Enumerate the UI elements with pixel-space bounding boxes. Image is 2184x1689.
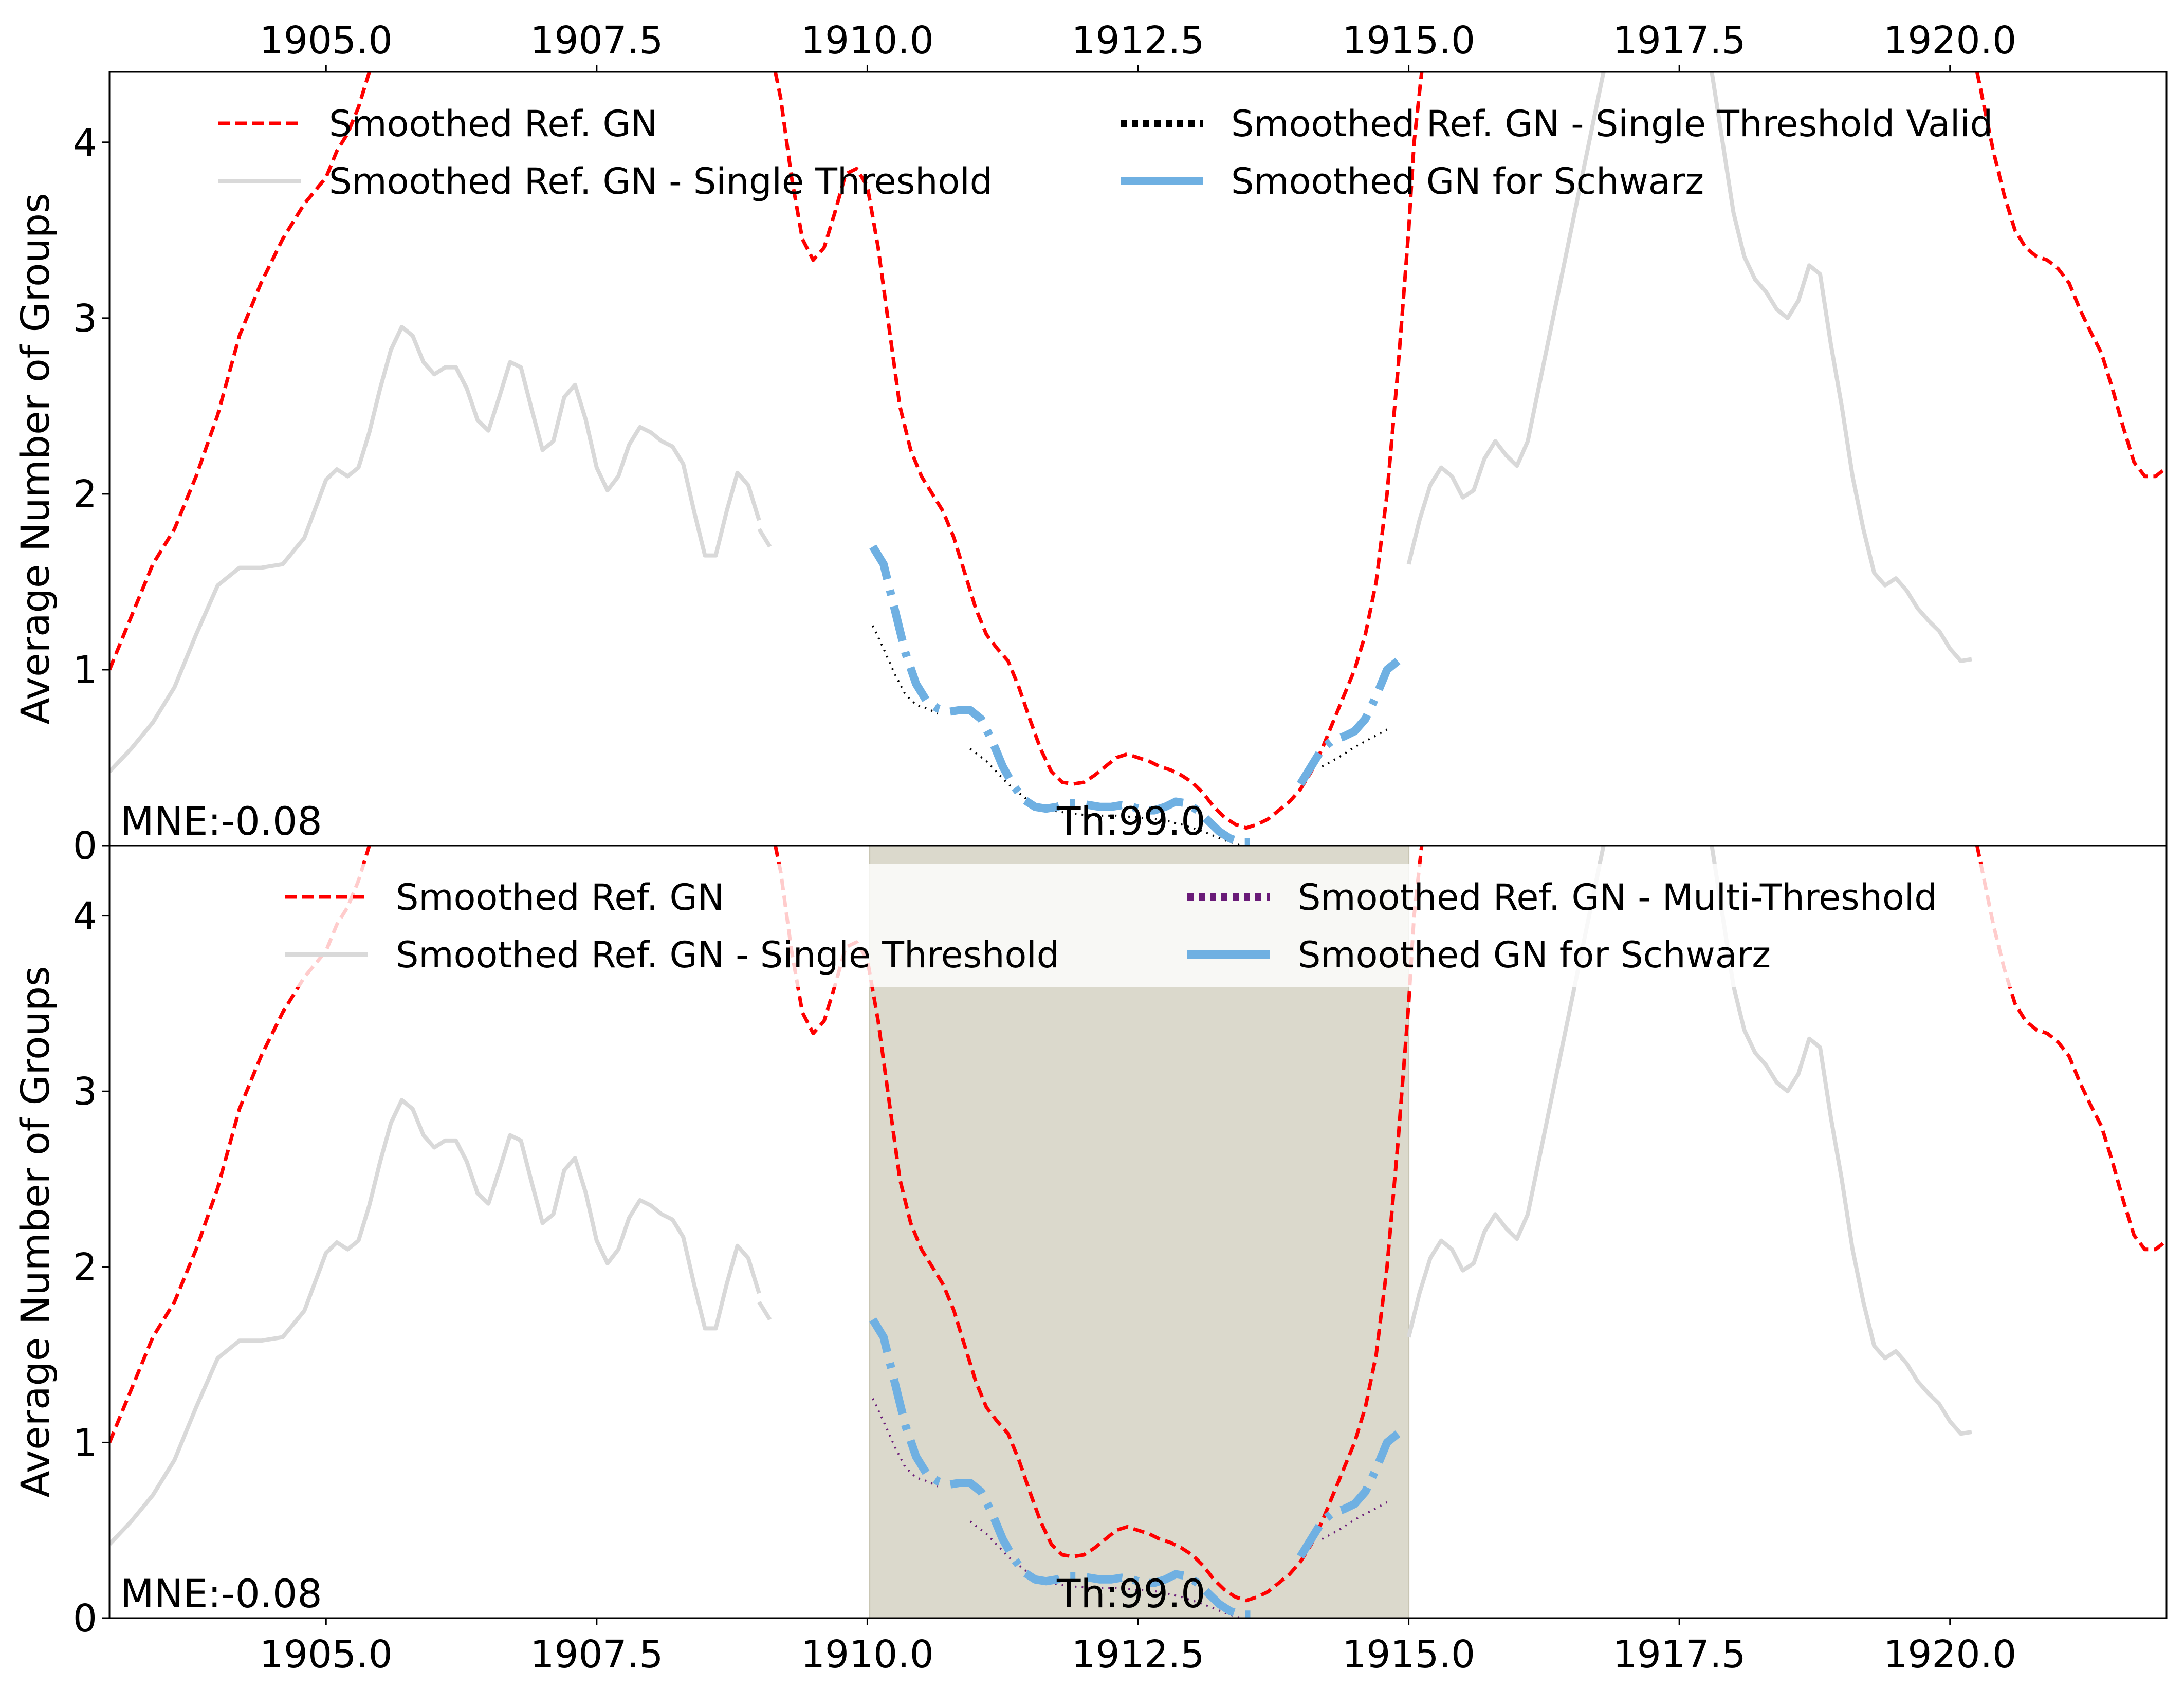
series-ref-gn-line [773,72,1424,830]
series-ref-gn-line [109,72,371,671]
legend-label: Smoothed Ref. GN - Single Threshold [329,160,993,203]
series-schwarz-line [1297,657,1401,786]
legend-label: Smoothed Ref. GN [396,876,724,919]
y-tick-label: 2 [73,1245,97,1290]
legend-label: Smoothed GN for Schwarz [1298,934,1771,976]
annotation-text: Th:99.0 [1056,1571,1205,1617]
y-tick-label: 4 [73,121,97,165]
annotation-text: MNE:-0.08 [120,798,322,844]
panel-top: 0 1 2 3 4 1905.0 1907.5 1910.0 1912.5 1915.0 1917.… [12,19,2168,868]
series-single-threshold-line [1710,72,1972,663]
series-single-threshold-line [109,1098,761,1546]
series-schwarz-line [1297,1430,1401,1559]
x-tick-label: 1905.0 [260,19,393,63]
legend-label: Smoothed GN for Schwarz [1231,160,1704,203]
legend: Smoothed Ref. GN Smoothed Ref. GN - Singl… [218,103,1993,203]
panel-bottom: 0 1 2 3 4 1905.0 1907.5 1910.0 1912.5 1915.0 1917.… [12,844,2168,1677]
x-tick-label: 1912.5 [1072,1632,1205,1677]
series-single-threshold-line [757,1300,772,1321]
legend: Smoothed Ref. GN Smoothed Ref. GN - Singl… [221,864,2020,987]
y-tick-label: 0 [73,1596,97,1641]
legend-label: Smoothed Ref. GN - Single Threshold Vali… [1231,103,1993,145]
x-tick-label: 1912.5 [1072,19,1205,63]
y-axis-label: Average Number of Groups [12,193,58,724]
series-ref-gn-line [1975,72,2167,479]
series-schwarz-line [869,1317,1252,1618]
y-axis-label: Average Number of Groups [12,966,58,1497]
series-ref-gn-line [773,846,1424,1603]
series-single-threshold-line [1710,846,1972,1436]
y-tick-label: 1 [73,1421,97,1465]
x-tick-label: 1920.0 [1883,1632,2016,1677]
x-tick-label: 1910.0 [801,1632,934,1677]
y-tick-label: 2 [73,472,97,517]
series-single-threshold-line [1406,846,1606,1338]
annotation-text: MNE:-0.08 [120,1571,322,1617]
legend-label: Smoothed Ref. GN [329,103,657,145]
x-tick-label: 1907.5 [530,1632,663,1677]
x-tick-label: 1910.0 [801,19,934,63]
y-tick-label: 3 [73,1070,97,1114]
x-tick-label: 1907.5 [530,19,663,63]
y-tick-label: 0 [73,824,97,868]
y-tick-label: 1 [73,648,97,692]
plot-area [109,72,2167,846]
annotation-text: Th:99.0 [1056,798,1205,844]
legend-label: Smoothed Ref. GN - Multi-Threshold [1298,876,1937,919]
legend-label: Smoothed Ref. GN - Single Threshold [396,934,1059,976]
x-tick-label: 1917.5 [1613,19,1746,63]
x-tick-label: 1905.0 [260,1632,393,1677]
series-single-threshold-line [757,528,772,548]
legend-box [221,864,2020,987]
x-tick-label: 1920.0 [1883,19,2016,63]
series-single-threshold-line [1406,72,1606,565]
y-tick-label: 4 [73,894,97,939]
x-tick-label: 1915.0 [1342,19,1475,63]
y-tick-label: 3 [73,297,97,341]
x-tick-label: 1915.0 [1342,1632,1475,1677]
series-single-threshold-line [109,325,761,774]
x-tick-label: 1917.5 [1613,1632,1746,1677]
series-schwarz-line [869,544,1252,846]
